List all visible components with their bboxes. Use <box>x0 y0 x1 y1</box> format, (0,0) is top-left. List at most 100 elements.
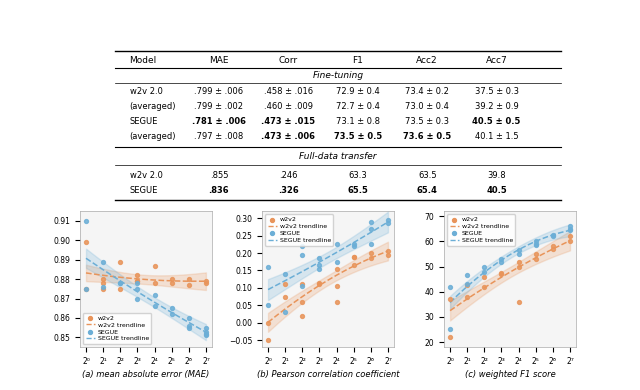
Point <box>445 334 455 340</box>
w2v2 trendline <box>83 271 90 275</box>
Point <box>531 256 541 262</box>
Point <box>548 232 558 238</box>
Point <box>280 271 291 277</box>
Point <box>462 272 472 278</box>
Point <box>497 256 507 262</box>
SEGUE trendline <box>156 303 163 308</box>
Legend: w2v2, w2v2 trendline, SEGUE, SEGUE trendline: w2v2, w2v2 trendline, SEGUE, SEGUE trend… <box>265 215 333 246</box>
Text: .799 ± .002: .799 ± .002 <box>195 102 243 112</box>
w2v2 trendline <box>566 238 574 243</box>
Point <box>132 286 143 292</box>
SEGUE trendline <box>153 301 161 306</box>
Line: w2v2 trendline: w2v2 trendline <box>268 251 388 323</box>
SEGUE trendline <box>154 301 161 306</box>
Text: w2v 2.0: w2v 2.0 <box>129 87 163 96</box>
Point <box>513 264 524 270</box>
Point <box>98 284 108 290</box>
Text: 40.5 ± 0.5: 40.5 ± 0.5 <box>472 117 521 126</box>
Point <box>98 280 108 286</box>
Point <box>263 302 273 308</box>
SEGUE trendline <box>517 246 525 251</box>
Point <box>115 280 125 286</box>
Point <box>297 252 307 258</box>
Text: Fine-tuning: Fine-tuning <box>312 71 364 80</box>
Text: 63.3: 63.3 <box>348 172 367 181</box>
Text: .458 ± .016: .458 ± .016 <box>264 87 313 96</box>
SEGUE trendline <box>335 249 343 254</box>
Point <box>565 226 575 232</box>
Point <box>332 266 342 272</box>
Text: 72.7 ± 0.4: 72.7 ± 0.4 <box>336 102 380 112</box>
Point <box>462 282 472 289</box>
SEGUE trendline <box>337 247 345 252</box>
Point <box>513 251 524 257</box>
Text: .473 ± .006: .473 ± .006 <box>261 132 316 142</box>
Line: w2v2 trendline: w2v2 trendline <box>86 273 206 281</box>
Point <box>383 217 393 223</box>
Text: (averaged): (averaged) <box>129 102 176 112</box>
Point <box>462 294 472 300</box>
Point <box>280 281 291 287</box>
Point <box>201 328 211 335</box>
w2v2 trendline <box>517 264 525 268</box>
SEGUE trendline <box>83 256 90 261</box>
SEGUE trendline <box>264 287 272 292</box>
SEGUE trendline <box>447 300 454 305</box>
Text: 73.0 ± 0.4: 73.0 ± 0.4 <box>405 102 449 112</box>
Point <box>132 272 143 278</box>
Text: Corr: Corr <box>279 56 298 65</box>
SEGUE trendline <box>183 319 191 324</box>
Point <box>98 286 108 292</box>
SEGUE trendline <box>335 248 343 253</box>
Text: .473 ± .015: .473 ± .015 <box>261 117 316 126</box>
w2v2 trendline <box>335 271 343 276</box>
SEGUE trendline <box>191 323 198 328</box>
Point <box>365 241 376 248</box>
Point <box>115 286 125 292</box>
Text: .799 ± .006: .799 ± .006 <box>195 87 243 96</box>
Text: 39.8: 39.8 <box>487 172 506 181</box>
Point <box>98 259 108 265</box>
Point <box>383 252 393 258</box>
SEGUE trendline <box>555 231 563 236</box>
w2v2 trendline <box>555 244 563 248</box>
w2v2 trendline <box>193 279 200 284</box>
Point <box>445 284 455 290</box>
Point <box>166 311 177 317</box>
Point <box>445 296 455 302</box>
Point <box>149 280 159 286</box>
Point <box>479 273 490 280</box>
Point <box>548 246 558 252</box>
w2v2 trendline <box>153 278 161 282</box>
Text: .855: .855 <box>210 172 228 181</box>
Text: .836: .836 <box>209 186 229 195</box>
Text: Full-data transfer: Full-data transfer <box>299 152 377 161</box>
Point <box>166 280 177 286</box>
Point <box>479 268 490 275</box>
Text: (averaged): (averaged) <box>129 132 176 142</box>
Point <box>565 227 575 233</box>
Line: SEGUE trendline: SEGUE trendline <box>450 230 570 303</box>
Point <box>548 233 558 239</box>
Text: 63.5: 63.5 <box>418 172 436 181</box>
Point <box>332 283 342 289</box>
w2v2 trendline <box>365 257 373 261</box>
Text: Acc7: Acc7 <box>486 56 508 65</box>
w2v2 trendline <box>264 320 272 324</box>
SEGUE trendline <box>373 227 381 231</box>
Point <box>565 238 575 245</box>
Point <box>297 299 307 305</box>
Point <box>166 305 177 311</box>
Point <box>201 332 211 339</box>
w2v2 trendline <box>156 278 163 283</box>
Point <box>565 223 575 229</box>
Point <box>332 241 342 248</box>
Point <box>166 276 177 282</box>
Point <box>314 262 324 268</box>
Point <box>280 309 291 316</box>
Text: .781 ± .006: .781 ± .006 <box>192 117 246 126</box>
Point <box>383 248 393 254</box>
SEGUE trendline <box>518 246 525 250</box>
Point <box>81 286 91 292</box>
Point <box>349 254 359 260</box>
